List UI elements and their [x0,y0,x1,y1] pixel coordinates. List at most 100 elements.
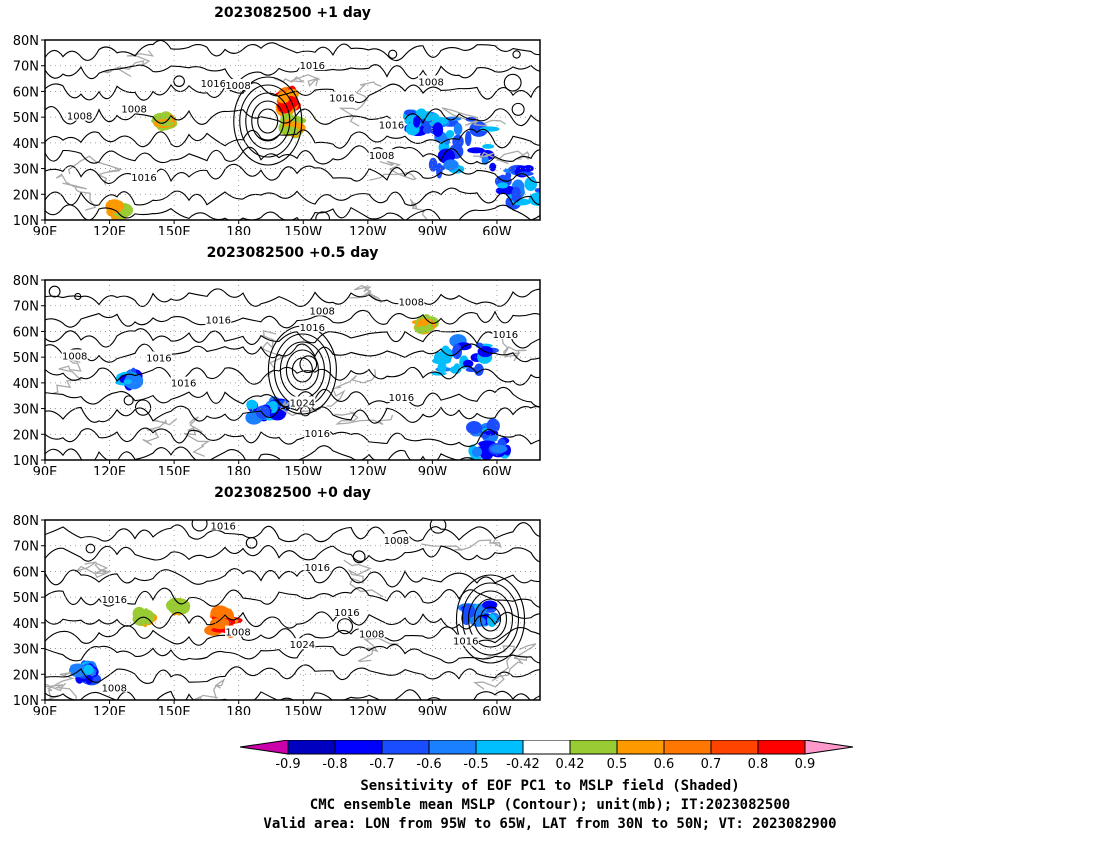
lat-tick-label: 50N [13,111,39,126]
sensitivity-weak-positive-patch [418,318,429,327]
lat-tick-label: 60N [13,325,39,340]
contour-label: 1008 [67,112,92,123]
sensitivity-negative-patch [505,171,512,180]
sensitivity-negative-patch [467,147,485,154]
closed-contour [511,102,525,116]
lat-tick-label: 80N [13,514,39,529]
contour-label: 1016 [329,94,354,105]
lon-tick-label: 60W [482,225,512,235]
sensitivity-positive-patch [210,609,224,618]
low-pressure-contour [245,92,291,150]
pressure-contour [45,545,540,563]
colorbar-box [569,740,618,755]
lon-tick-label: 90W [418,225,448,235]
coastline [369,160,417,181]
coastline [53,358,83,394]
lat-tick-label: 40N [13,377,39,392]
lon-tick-label: 150E [158,705,191,715]
closed-contour [173,75,185,88]
contour-label: 1016 [334,608,359,619]
colorbar-box [428,740,477,755]
contour-label-bg [66,109,93,121]
coastline [349,284,383,304]
coastline [142,418,178,446]
sensitivity-negative-patch [511,186,522,203]
pressure-contour [45,128,540,149]
contour-label-bg [299,59,326,71]
lat-tick-label: 50N [13,591,39,606]
lon-tick-label: 180 [226,465,251,475]
lon-tick-label: 90W [418,705,448,715]
sensitivity-negative-patch [255,405,271,420]
sensitivity-negative-patch [524,176,538,192]
contour-label-bg [329,91,355,103]
coastline [343,559,384,598]
lon-tick-label: 90W [418,465,448,475]
lon-tick-label: 180 [226,705,251,715]
lat-tick-label: 30N [13,643,39,658]
closed-contour [315,211,330,220]
contour-label-bg [205,313,232,325]
pressure-contour [45,288,540,307]
colorbar-label: 0.7 [701,757,722,770]
sensitivity-negative-patch [413,115,421,128]
contour-label: 1008 [225,628,250,639]
contour-label: 1024 [290,398,315,409]
coastline [338,81,382,127]
contour-label: 1008 [399,298,424,309]
contour-label: 1016 [201,79,226,90]
colorbar-box [287,740,336,755]
contour-label: 1008 [102,683,127,694]
pressure-contour [45,187,540,206]
sensitivity-negative-patch [432,122,444,137]
sensitivity-negative-patch [508,166,517,172]
coastline [67,155,123,187]
map-plot: 1008101610161008101610161008101610081008… [13,34,541,240]
map-content: 1008 1016 1008 1016 1016 1008 1016 1016 1024 1016… [45,280,540,460]
colorbar-box [475,740,524,755]
sensitivity-negative-patch [497,182,509,189]
closed-contour [503,73,522,92]
lon-tick-label: 150W [284,225,322,235]
coastline [473,645,516,690]
pressure-contour [45,611,540,630]
low-pressure-contour [467,590,514,648]
sensitivity-negative-patch [518,171,534,177]
lat-tick-label: 40N [13,617,39,632]
contour-label: 1008 [418,77,443,88]
contour-label-bg [309,304,336,316]
lat-tick-label: 70N [13,60,39,75]
low-pressure-contour [285,349,319,391]
lat-tick-label: 40N [13,137,39,152]
colorbar-label: 0.42 [556,757,585,770]
colorbar-label: 0.6 [654,757,675,770]
map-frame [44,279,541,461]
contour-label-bg [131,170,157,182]
lon-tick-label: 120W [349,225,387,235]
lon-tick-label: 180 [226,225,251,235]
map-plot: 1016100810161016100810241016100810161008… [13,514,541,720]
sensitivity-negative-patch [475,604,486,616]
lon-tick-label: 120W [349,465,387,475]
sensitivity-negative-patch [443,159,459,171]
coastline [45,682,77,700]
map-panel-3: 2023082500 +0 day 1016 1008 1016 1016 1008 10… [0,485,560,720]
pressure-contour [45,404,540,424]
coastline [45,671,75,700]
contour-label: 1016 [389,393,414,404]
contour-label-bg [289,396,316,408]
closed-contour [429,520,447,534]
pressure-contour [45,386,540,408]
panel-title: 2023082500 +0.5 day [206,245,379,261]
contour-label-bg [452,634,479,646]
colorbar-label: 0.5 [607,757,628,770]
contour-label: 1016 [305,429,330,440]
sensitivity-negative-patch [417,108,426,114]
caption-line-3: Valid area: LON from 95W to 65W, LAT fro… [263,816,837,832]
sensitivity-negative-patch [443,116,462,122]
closed-contour [388,49,398,59]
sensitivity-negative-patch [444,154,452,161]
coastline [357,637,399,663]
contour-label-bg [398,295,425,307]
low-pressure-contour [257,108,279,134]
